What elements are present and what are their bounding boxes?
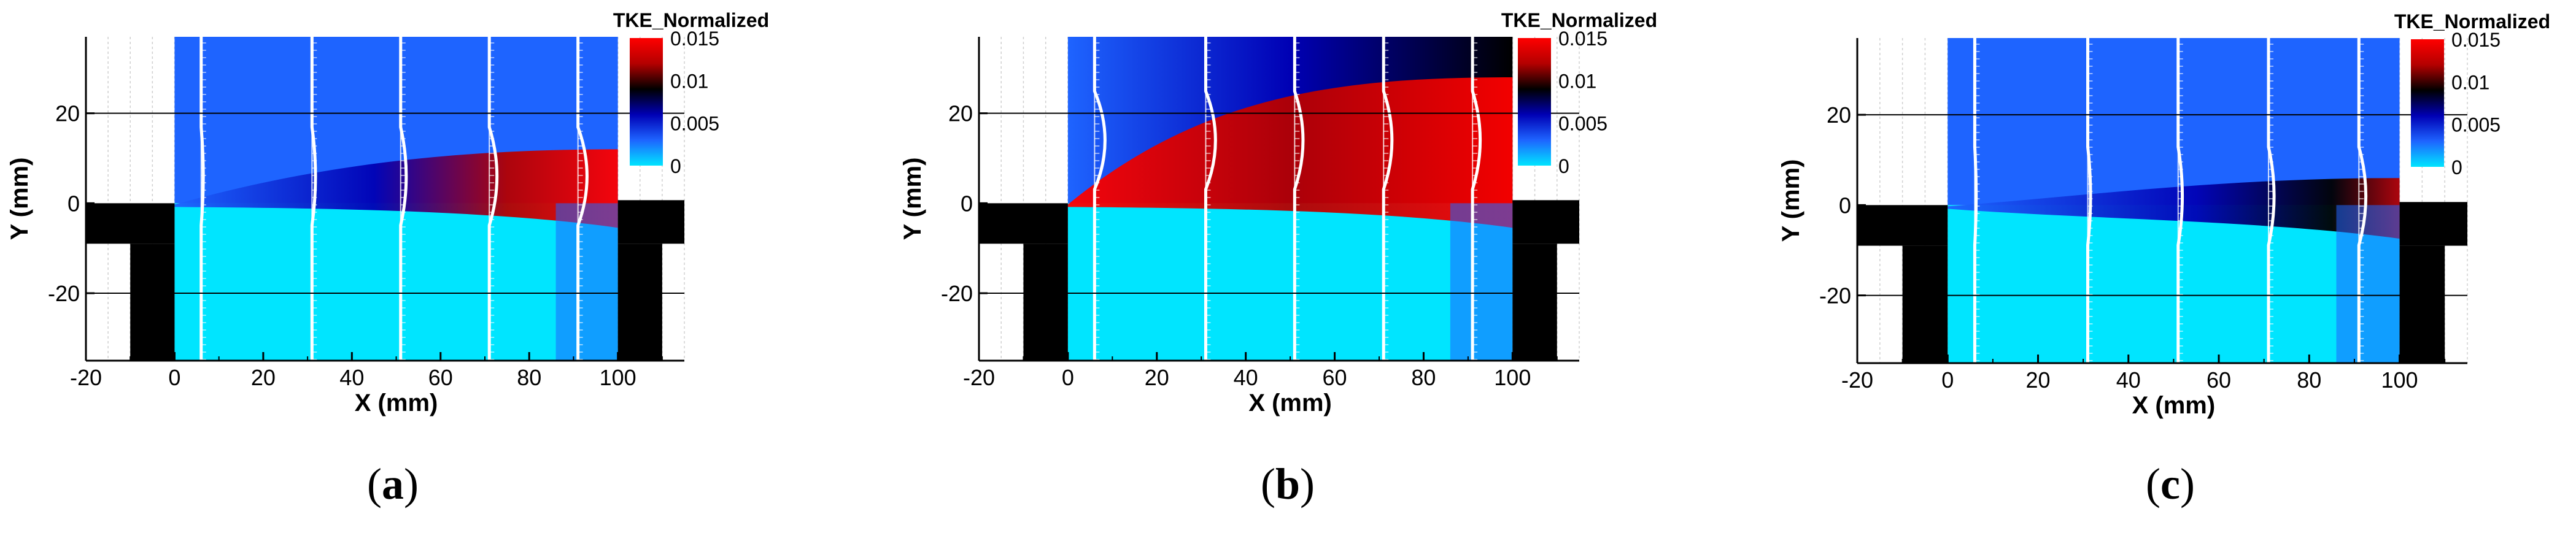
y-tick-label: -20 bbox=[941, 281, 973, 306]
x-tick-label: 80 bbox=[517, 365, 541, 390]
panel-label-a: (a) bbox=[367, 459, 419, 508]
left-step-block bbox=[1857, 205, 1948, 246]
tke-profile-curve bbox=[2086, 38, 2092, 363]
x-tick-label: 80 bbox=[1411, 365, 1436, 390]
y-tick-label: -20 bbox=[48, 281, 80, 306]
x-tick-label: 0 bbox=[168, 365, 180, 390]
x-tick-label: -20 bbox=[1841, 367, 1873, 393]
x-tick-label: 0 bbox=[1941, 367, 1954, 393]
tke-profile-curve bbox=[2357, 38, 2368, 363]
tke-profile-curve bbox=[199, 37, 205, 361]
shear-layer-band bbox=[1947, 178, 2400, 239]
colorbar bbox=[1518, 38, 1551, 166]
colorbar-tick-label: 0.015 bbox=[670, 28, 719, 50]
recirculation-field bbox=[174, 203, 618, 361]
lower-right-mixing bbox=[1450, 203, 1513, 361]
y-tick-label: 0 bbox=[1839, 193, 1851, 218]
colorbar bbox=[2411, 39, 2444, 167]
panel-a: -20 0 20 40 60 80 100 -20 0 20 X (mm) Y (mm) TKE_Nor… bbox=[6, 9, 769, 416]
left-step-wall bbox=[1902, 245, 1948, 363]
panel-label-c: (c) bbox=[2146, 459, 2195, 508]
panel-b: -20 0 20 40 60 80 100 -20 0 20 X (mm) Y (mm) TKE_Nor… bbox=[899, 9, 1657, 416]
colorbar-title: TKE_Normalized bbox=[2394, 10, 2550, 33]
left-step-block bbox=[86, 203, 175, 244]
colorbar-title: TKE_Normalized bbox=[1501, 9, 1657, 31]
x-axis-title: X (mm) bbox=[1248, 389, 1332, 416]
colorbar-tick-label: 0.01 bbox=[670, 70, 708, 92]
y-axis-title: Y (mm) bbox=[1777, 159, 1804, 242]
tke-profile-curve bbox=[576, 37, 589, 361]
colorbar-tick-label: 0.015 bbox=[1558, 28, 1607, 50]
shear-layer-band bbox=[1067, 77, 1513, 228]
tke-profile-curve bbox=[487, 37, 499, 361]
colorbar-tick-label: 0 bbox=[670, 155, 681, 177]
colorbar-tick-label: 0.005 bbox=[2451, 114, 2501, 136]
x-tick-label: 40 bbox=[339, 365, 364, 390]
y-axis-title: Y (mm) bbox=[6, 158, 33, 240]
x-tick-label: 80 bbox=[2297, 367, 2321, 393]
y-tick-label: 20 bbox=[948, 101, 973, 126]
colorbar bbox=[630, 38, 663, 166]
x-tick-label: 40 bbox=[1234, 365, 1258, 390]
x-tick-label: 20 bbox=[2025, 367, 2050, 393]
colorbar-tick-label: 0.01 bbox=[1558, 70, 1596, 92]
colorbar-tick-label: 0.005 bbox=[1558, 113, 1607, 135]
tke-profile-curve bbox=[399, 37, 408, 361]
colorbar-tick-label: 0.01 bbox=[2451, 71, 2489, 93]
left-step-wall bbox=[1023, 244, 1068, 361]
x-tick-label: 60 bbox=[1323, 365, 1347, 390]
right-wall-column bbox=[2399, 245, 2445, 363]
recirculation-field bbox=[1067, 203, 1513, 361]
panel-c: -20 0 20 40 60 80 100 -20 0 20 X (mm) Y (mm) TKE_Nor… bbox=[1777, 10, 2550, 419]
panel-label-b: (b) bbox=[1260, 459, 1315, 508]
tke-profile-curve bbox=[310, 37, 317, 361]
colorbar-tick-label: 0 bbox=[1558, 155, 1569, 177]
x-tick-label: 100 bbox=[2381, 367, 2418, 393]
freestream-field bbox=[1947, 38, 2400, 205]
right-wall-block bbox=[617, 200, 684, 244]
left-step-wall bbox=[130, 244, 175, 361]
x-tick-label: 20 bbox=[251, 365, 276, 390]
recirculation-field bbox=[1947, 205, 2400, 363]
right-wall-column bbox=[1512, 244, 1557, 361]
x-tick-label: 20 bbox=[1145, 365, 1169, 390]
y-tick-label: 20 bbox=[1827, 102, 1851, 128]
y-tick-label: -20 bbox=[1819, 283, 1851, 309]
x-tick-label: 40 bbox=[2116, 367, 2141, 393]
y-tick-label: 20 bbox=[55, 101, 80, 126]
tke-profile-curve bbox=[2176, 38, 2184, 363]
x-tick-label: 0 bbox=[1062, 365, 1074, 390]
x-tick-label: 60 bbox=[428, 365, 453, 390]
x-tick-label: -20 bbox=[70, 365, 102, 390]
right-wall-column bbox=[617, 244, 662, 361]
y-tick-label: 0 bbox=[68, 191, 80, 216]
right-wall-block bbox=[1512, 200, 1579, 244]
tke-profile-curve bbox=[2267, 38, 2276, 363]
right-wall-block bbox=[2399, 202, 2467, 246]
colorbar-tick-label: 0 bbox=[2451, 156, 2462, 178]
x-axis-title: X (mm) bbox=[2132, 392, 2216, 419]
tke-profile-curve bbox=[1973, 38, 1978, 363]
lower-right-mixing bbox=[555, 203, 618, 361]
x-tick-label: -20 bbox=[963, 365, 995, 390]
colorbar-title: TKE_Normalized bbox=[613, 9, 769, 31]
x-axis-title: X (mm) bbox=[355, 389, 438, 416]
x-tick-label: 60 bbox=[2207, 367, 2231, 393]
colorbar-tick-label: 0.005 bbox=[670, 113, 719, 135]
shear-layer-band bbox=[174, 149, 618, 228]
y-tick-label: 0 bbox=[961, 191, 973, 216]
left-step-block bbox=[979, 203, 1068, 244]
x-tick-label: 100 bbox=[600, 365, 636, 390]
y-axis-title: Y (mm) bbox=[899, 158, 926, 240]
lower-right-mixing bbox=[2336, 205, 2400, 363]
x-tick-label: 100 bbox=[1494, 365, 1531, 390]
colorbar-tick-label: 0.015 bbox=[2451, 29, 2501, 51]
tke-profile-curve bbox=[1093, 37, 1107, 361]
